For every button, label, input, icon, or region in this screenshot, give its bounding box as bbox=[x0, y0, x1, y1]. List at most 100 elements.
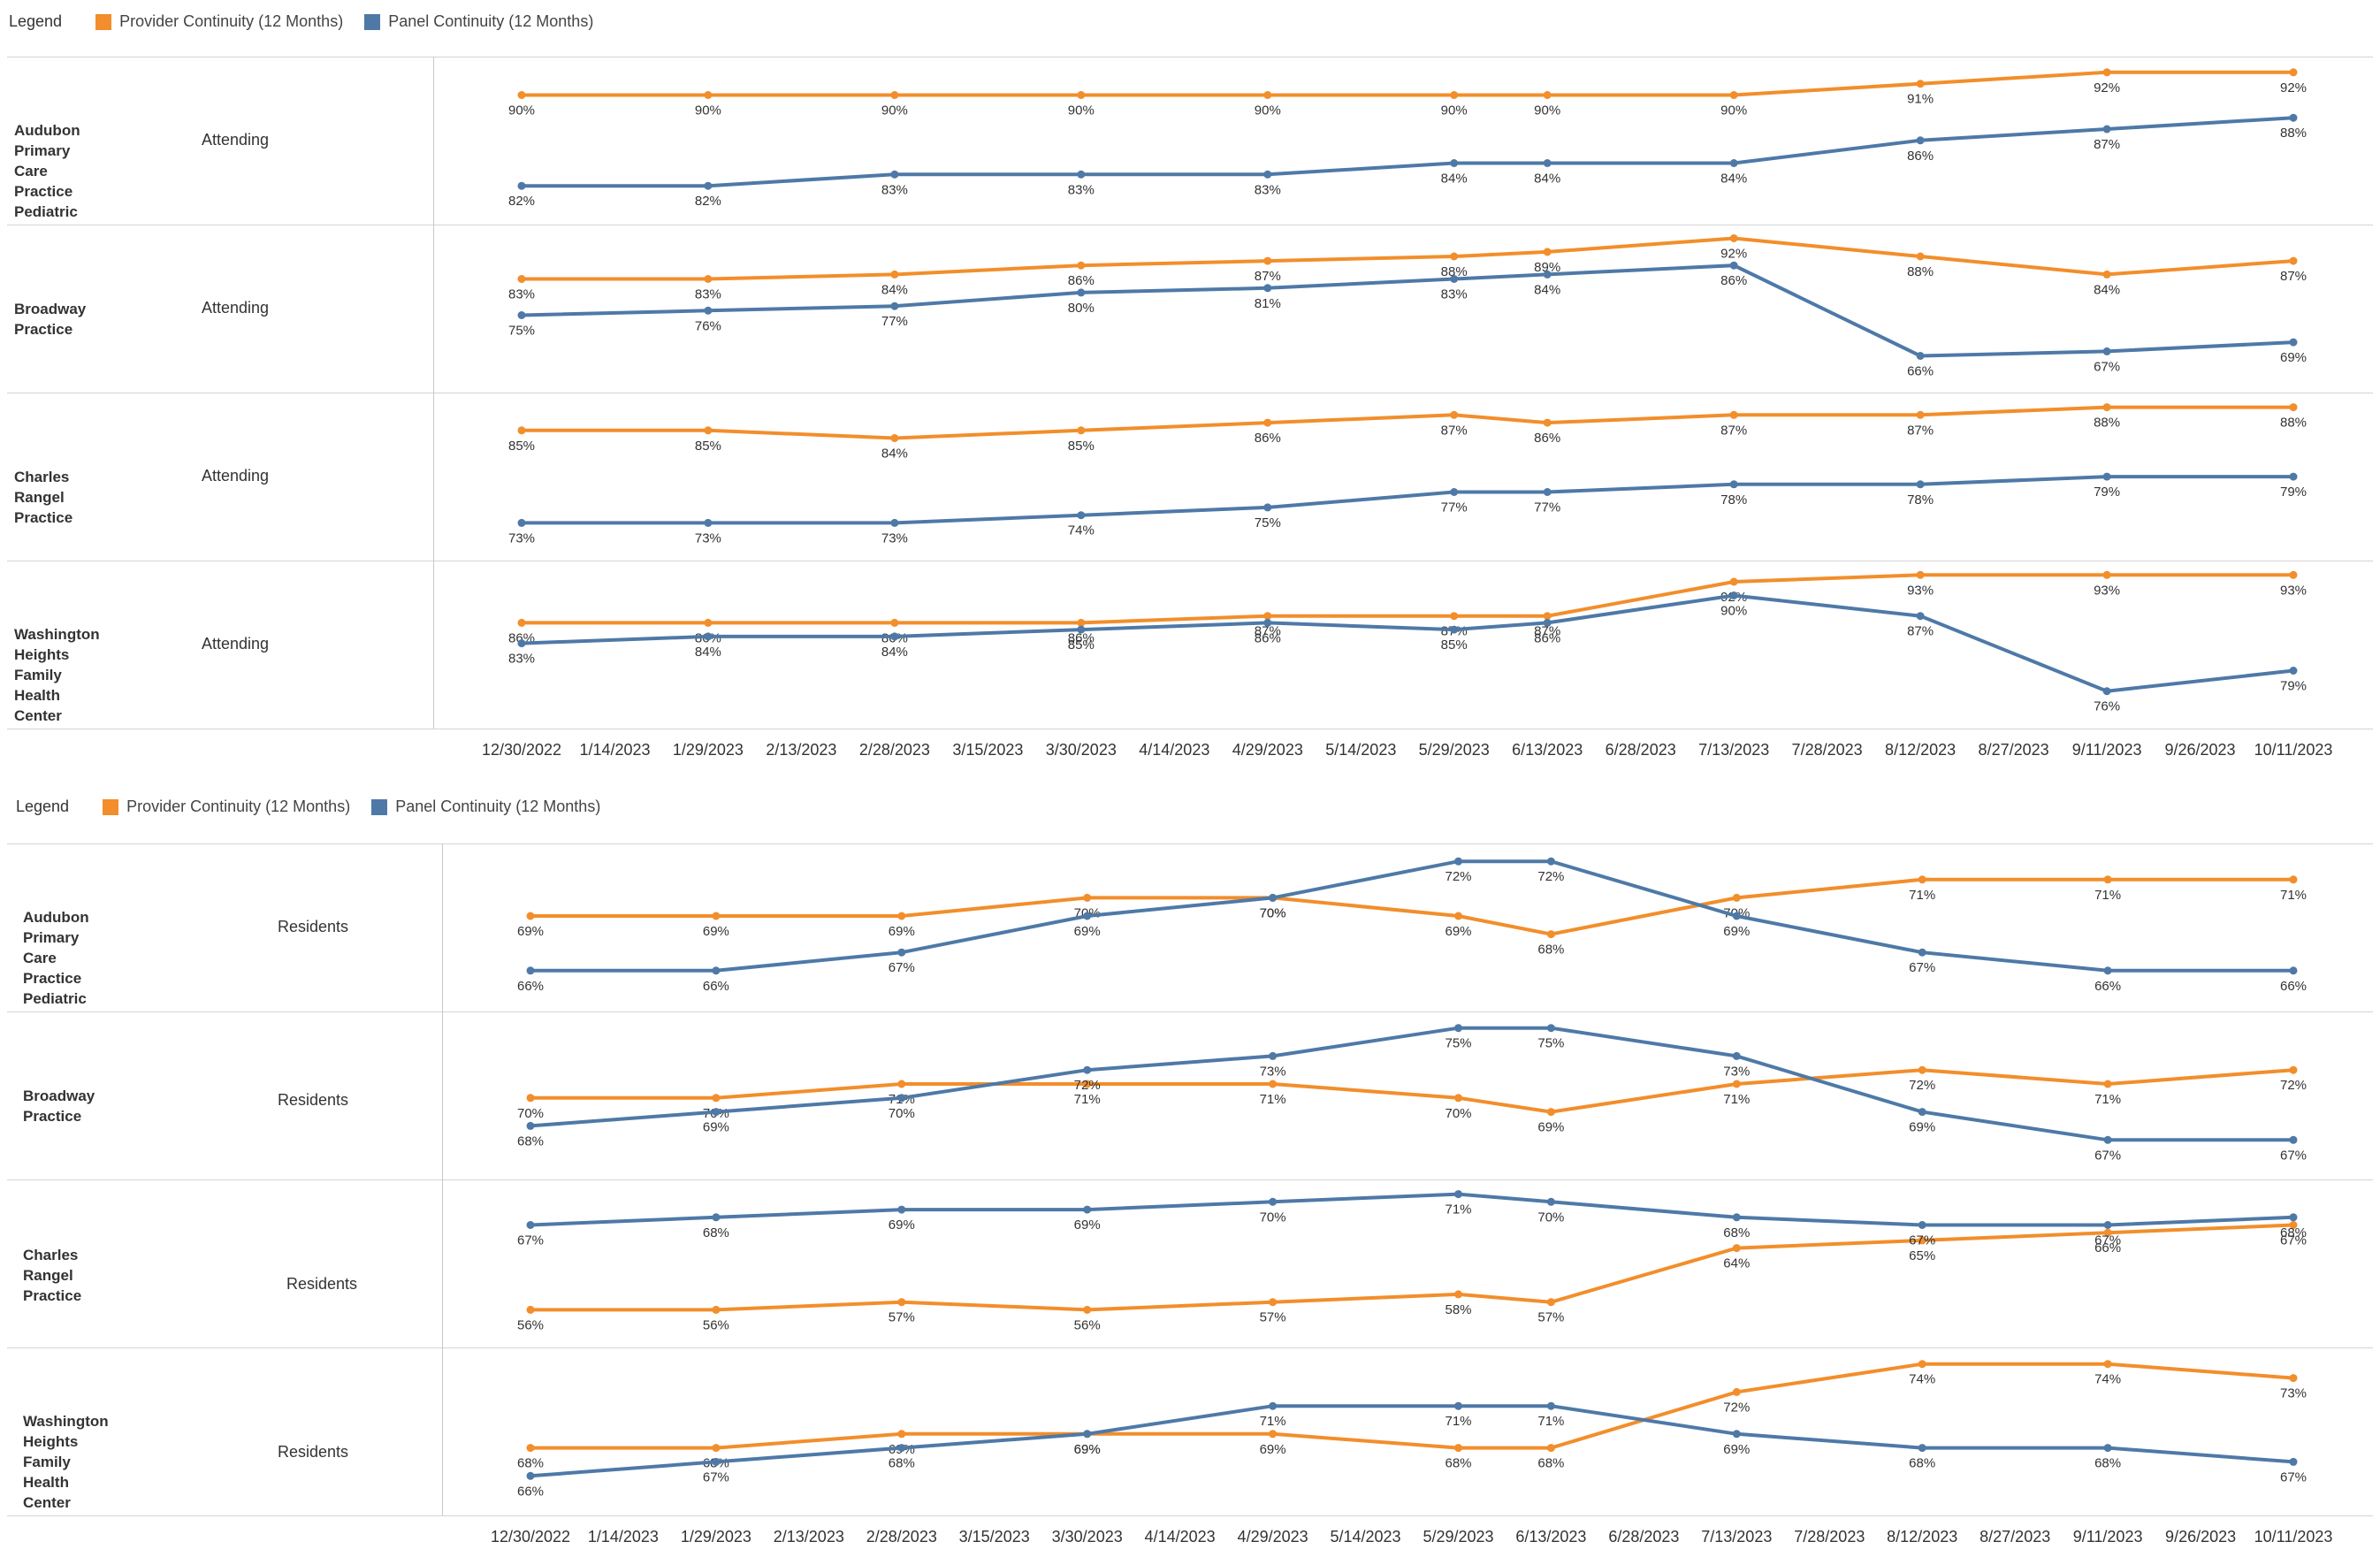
provider-continuity-point[interactable] bbox=[2102, 68, 2111, 77]
panel-continuity-point[interactable] bbox=[517, 181, 526, 190]
panel-continuity-point[interactable] bbox=[1916, 136, 1925, 145]
provider-continuity-point[interactable] bbox=[1732, 893, 1741, 902]
panel-continuity-point[interactable] bbox=[1546, 1401, 1555, 1410]
panel-continuity-point[interactable] bbox=[704, 306, 713, 315]
provider-continuity-point[interactable] bbox=[1269, 1298, 1278, 1307]
provider-continuity-point[interactable] bbox=[1454, 1444, 1462, 1453]
panel-continuity-point[interactable] bbox=[2289, 113, 2298, 122]
panel-continuity-point[interactable] bbox=[1263, 618, 1272, 627]
provider-continuity-point[interactable] bbox=[1729, 410, 1738, 419]
provider-continuity-point[interactable] bbox=[1732, 1387, 1741, 1396]
panel-continuity-point[interactable] bbox=[1263, 170, 1272, 179]
panel-continuity-point[interactable] bbox=[1918, 1108, 1926, 1117]
provider-continuity-point[interactable] bbox=[1083, 1080, 1092, 1088]
provider-continuity-point[interactable] bbox=[1263, 418, 1272, 427]
provider-continuity-point[interactable] bbox=[2289, 403, 2298, 412]
panel-continuity-point[interactable] bbox=[897, 948, 906, 957]
panel-continuity-point[interactable] bbox=[2103, 1221, 2112, 1229]
provider-continuity-point[interactable] bbox=[1918, 1236, 1926, 1245]
provider-continuity-point[interactable] bbox=[1263, 91, 1272, 99]
panel-continuity-point[interactable] bbox=[890, 170, 899, 179]
panel-continuity-point[interactable] bbox=[1077, 288, 1086, 297]
provider-continuity-point[interactable] bbox=[897, 1298, 906, 1307]
panel-continuity-point[interactable] bbox=[1732, 1430, 1741, 1439]
provider-continuity-point[interactable] bbox=[2289, 1374, 2298, 1383]
provider-continuity-point[interactable] bbox=[1729, 234, 1738, 242]
provider-continuity-point[interactable] bbox=[1546, 1298, 1555, 1307]
provider-continuity-point[interactable] bbox=[897, 912, 906, 920]
panel-continuity-point[interactable] bbox=[704, 632, 713, 641]
panel-continuity-point[interactable] bbox=[2102, 125, 2111, 134]
panel-continuity-point[interactable] bbox=[1916, 612, 1925, 621]
provider-continuity-point[interactable] bbox=[2102, 403, 2111, 412]
panel-continuity-point[interactable] bbox=[897, 1205, 906, 1214]
provider-continuity-point[interactable] bbox=[1543, 248, 1552, 256]
panel-continuity-point[interactable] bbox=[517, 639, 526, 648]
panel-continuity-point[interactable] bbox=[1077, 511, 1086, 520]
provider-continuity-point[interactable] bbox=[526, 912, 535, 920]
provider-continuity-point[interactable] bbox=[890, 434, 899, 442]
provider-continuity-point[interactable] bbox=[712, 1444, 721, 1453]
panel-continuity-point[interactable] bbox=[1083, 912, 1092, 920]
provider-continuity-point[interactable] bbox=[1916, 410, 1925, 419]
panel-continuity-point[interactable] bbox=[2289, 338, 2298, 347]
legend-item[interactable]: Provider Continuity (12 Months) bbox=[103, 798, 350, 816]
provider-continuity-point[interactable] bbox=[897, 1430, 906, 1439]
panel-continuity-point[interactable] bbox=[1450, 159, 1459, 167]
panel-continuity-point[interactable] bbox=[712, 966, 721, 975]
provider-continuity-point[interactable] bbox=[1077, 91, 1086, 99]
panel-continuity-point[interactable] bbox=[1729, 159, 1738, 167]
panel-continuity-point[interactable] bbox=[2289, 667, 2298, 675]
provider-continuity-point[interactable] bbox=[2289, 1065, 2298, 1074]
provider-continuity-point[interactable] bbox=[1918, 875, 1926, 884]
panel-continuity-point[interactable] bbox=[2103, 1444, 2112, 1453]
panel-continuity-point[interactable] bbox=[1083, 1430, 1092, 1439]
panel-continuity-point[interactable] bbox=[1543, 618, 1552, 627]
provider-continuity-point[interactable] bbox=[1543, 91, 1552, 99]
provider-continuity-point[interactable] bbox=[517, 275, 526, 283]
panel-continuity-point[interactable] bbox=[526, 1471, 535, 1480]
provider-continuity-point[interactable] bbox=[1546, 1108, 1555, 1117]
panel-continuity-point[interactable] bbox=[890, 632, 899, 641]
provider-continuity-point[interactable] bbox=[1732, 1244, 1741, 1253]
provider-continuity-point[interactable] bbox=[1916, 252, 1925, 261]
provider-continuity-point[interactable] bbox=[517, 91, 526, 99]
panel-continuity-point[interactable] bbox=[1729, 592, 1738, 599]
provider-continuity-point[interactable] bbox=[1263, 256, 1272, 265]
provider-continuity-point[interactable] bbox=[890, 270, 899, 279]
provider-continuity-point[interactable] bbox=[1454, 1290, 1462, 1299]
provider-continuity-point[interactable] bbox=[1732, 1080, 1741, 1088]
panel-continuity-point[interactable] bbox=[526, 1221, 535, 1229]
provider-continuity-point[interactable] bbox=[1450, 612, 1459, 621]
panel-continuity-point[interactable] bbox=[1450, 625, 1459, 634]
provider-continuity-point[interactable] bbox=[1269, 1430, 1278, 1439]
panel-continuity-point[interactable] bbox=[1732, 1213, 1741, 1222]
provider-continuity-point[interactable] bbox=[517, 426, 526, 435]
provider-continuity-point[interactable] bbox=[1077, 618, 1086, 627]
panel-continuity-point[interactable] bbox=[517, 518, 526, 527]
panel-continuity-point[interactable] bbox=[1918, 1444, 1926, 1453]
provider-continuity-point[interactable] bbox=[1543, 418, 1552, 427]
panel-continuity-point[interactable] bbox=[704, 181, 713, 190]
provider-continuity-point[interactable] bbox=[890, 91, 899, 99]
provider-continuity-point[interactable] bbox=[1454, 912, 1462, 920]
panel-continuity-point[interactable] bbox=[897, 1444, 906, 1453]
provider-continuity-point[interactable] bbox=[526, 1094, 535, 1103]
panel-continuity-point[interactable] bbox=[2289, 1213, 2298, 1222]
panel-continuity-point[interactable] bbox=[2289, 1457, 2298, 1466]
provider-continuity-point[interactable] bbox=[712, 1094, 721, 1103]
provider-continuity-point[interactable] bbox=[704, 275, 713, 283]
panel-continuity-point[interactable] bbox=[526, 1121, 535, 1130]
panel-continuity-point[interactable] bbox=[2289, 1135, 2298, 1144]
panel-continuity-point[interactable] bbox=[1269, 893, 1278, 902]
provider-continuity-point[interactable] bbox=[2102, 570, 2111, 579]
panel-continuity-point[interactable] bbox=[1732, 912, 1741, 920]
provider-continuity-point[interactable] bbox=[1450, 252, 1459, 261]
panel-continuity-point[interactable] bbox=[1543, 159, 1552, 167]
provider-continuity-point[interactable] bbox=[1729, 91, 1738, 99]
panel-continuity-point[interactable] bbox=[1546, 857, 1555, 866]
panel-continuity-point[interactable] bbox=[2102, 687, 2111, 696]
panel-continuity-point[interactable] bbox=[1083, 1065, 1092, 1074]
provider-continuity-point[interactable] bbox=[2289, 1221, 2298, 1229]
panel-continuity-point[interactable] bbox=[1450, 488, 1459, 496]
